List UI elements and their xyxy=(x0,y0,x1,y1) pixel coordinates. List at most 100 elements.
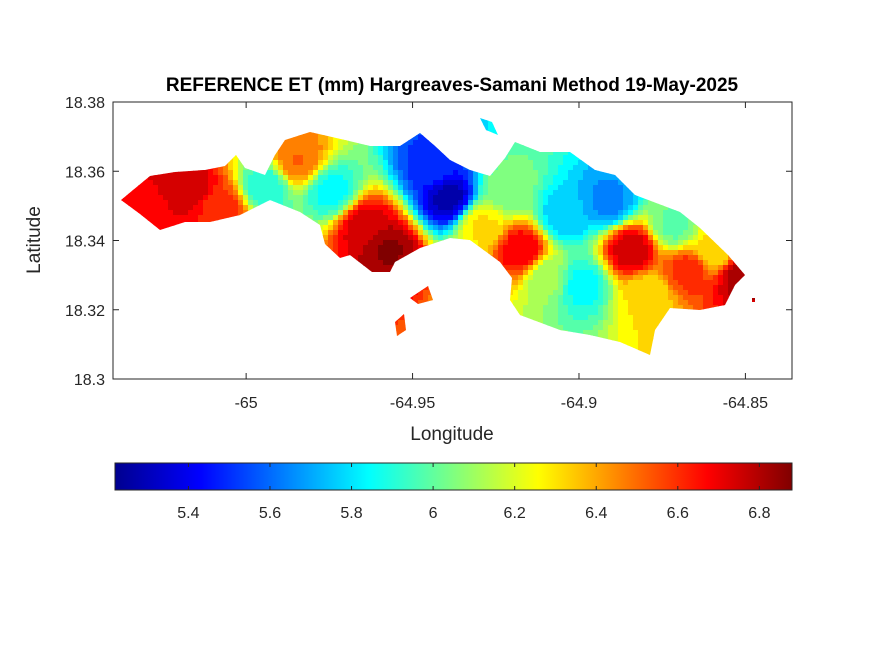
heatmap-cell xyxy=(163,190,169,196)
heatmap-cell xyxy=(563,275,569,281)
heatmap-cell xyxy=(573,225,579,231)
heatmap-cell xyxy=(698,245,704,251)
heatmap-cell xyxy=(338,145,344,151)
heatmap-cell xyxy=(608,275,614,281)
heatmap-cell xyxy=(393,225,399,231)
heatmap-cell xyxy=(528,230,534,236)
heatmap-cell xyxy=(628,225,634,231)
heatmap-cell xyxy=(273,170,279,176)
heatmap-cell xyxy=(628,280,634,286)
heatmap-cell xyxy=(608,195,614,201)
heatmap-cell xyxy=(568,245,574,251)
heatmap-cell xyxy=(138,195,144,201)
heatmap-cell xyxy=(453,185,459,191)
heatmap-cell xyxy=(698,295,704,301)
heatmap-cell xyxy=(328,195,334,201)
heatmap-cell xyxy=(678,280,684,286)
heatmap-cell xyxy=(448,200,454,206)
heatmap-cell xyxy=(223,180,229,186)
heatmap-cell xyxy=(638,220,644,226)
heatmap-cell xyxy=(588,180,594,186)
heatmap-cell xyxy=(168,175,174,181)
heatmap-cell xyxy=(728,260,734,266)
heatmap-cell xyxy=(663,295,669,301)
heatmap-cell xyxy=(418,200,424,206)
heatmap-cell xyxy=(513,190,519,196)
heatmap-cell xyxy=(348,235,354,241)
heatmap-cell xyxy=(503,170,509,176)
heatmap-cell xyxy=(193,200,199,206)
heatmap-cell xyxy=(438,200,444,206)
heatmap-cell xyxy=(323,170,329,176)
heatmap-cell xyxy=(398,245,404,251)
heatmap-cell xyxy=(733,270,739,276)
heatmap-cell xyxy=(483,245,489,251)
heatmap-cell xyxy=(373,185,379,191)
heatmap-cell xyxy=(708,270,714,276)
heatmap-cell xyxy=(538,230,544,236)
heatmap-cell xyxy=(603,200,609,206)
heatmap-cell xyxy=(463,180,469,186)
heatmap-cell xyxy=(408,220,414,226)
heatmap-cell xyxy=(718,270,724,276)
heatmap-cell xyxy=(398,240,404,246)
heatmap-cell xyxy=(453,205,459,211)
heatmap-cell xyxy=(308,205,314,211)
heatmap-cell xyxy=(348,150,354,156)
heatmap-cell xyxy=(368,190,374,196)
heatmap-cell xyxy=(523,145,529,151)
heatmap-cell xyxy=(623,270,629,276)
heatmap-cell xyxy=(653,235,659,241)
heatmap-cell xyxy=(473,190,479,196)
heatmap-cell xyxy=(738,275,744,281)
heatmap-cell xyxy=(518,185,524,191)
heatmap-cell xyxy=(603,215,609,221)
heatmap-cell xyxy=(333,170,339,176)
heatmap-cell xyxy=(238,165,244,171)
heatmap-cell xyxy=(338,205,344,211)
heatmap-cell xyxy=(558,210,564,216)
heatmap-cell xyxy=(518,280,524,286)
heatmap-cell xyxy=(713,265,719,271)
heatmap-cell xyxy=(473,185,479,191)
heatmap-cell xyxy=(588,245,594,251)
heatmap-cell xyxy=(348,250,354,256)
heatmap-cell xyxy=(443,225,449,231)
heatmap-cell xyxy=(418,215,424,221)
heatmap-cell xyxy=(668,260,674,266)
heatmap-cell xyxy=(298,170,304,176)
heatmap-cell xyxy=(203,200,209,206)
heatmap-cell xyxy=(623,185,629,191)
heatmap-cell xyxy=(363,210,369,216)
heatmap-cell xyxy=(663,290,669,296)
heatmap-cell xyxy=(423,150,429,156)
heatmap-cell xyxy=(588,190,594,196)
heatmap-cell xyxy=(488,225,494,231)
heatmap-cell xyxy=(593,205,599,211)
heatmap-cell xyxy=(368,165,374,171)
heatmap-cell xyxy=(493,175,499,181)
heatmap-cell xyxy=(503,245,509,251)
heatmap-cell xyxy=(543,170,549,176)
heatmap-cell xyxy=(503,180,509,186)
heatmap-cell xyxy=(688,280,694,286)
heatmap-cell xyxy=(463,195,469,201)
heatmap-cell xyxy=(178,200,184,206)
heatmap-cell xyxy=(648,285,654,291)
heatmap-cell xyxy=(523,195,529,201)
heatmap-cell xyxy=(308,130,314,136)
heatmap-cell xyxy=(538,195,544,201)
heatmap-cell xyxy=(448,235,454,241)
heatmap-cell xyxy=(458,235,464,241)
heatmap-cell xyxy=(593,225,599,231)
heatmap-cell xyxy=(528,295,534,301)
heatmap-cell xyxy=(698,280,704,286)
heatmap-cell xyxy=(403,185,409,191)
heatmap-cell xyxy=(733,280,739,286)
heatmap-cell xyxy=(138,205,144,211)
heatmap-cell xyxy=(498,245,504,251)
heatmap-cell xyxy=(368,235,374,241)
heatmap-cell xyxy=(283,155,289,161)
heatmap-cell xyxy=(283,150,289,156)
heatmap-cell xyxy=(508,260,514,266)
